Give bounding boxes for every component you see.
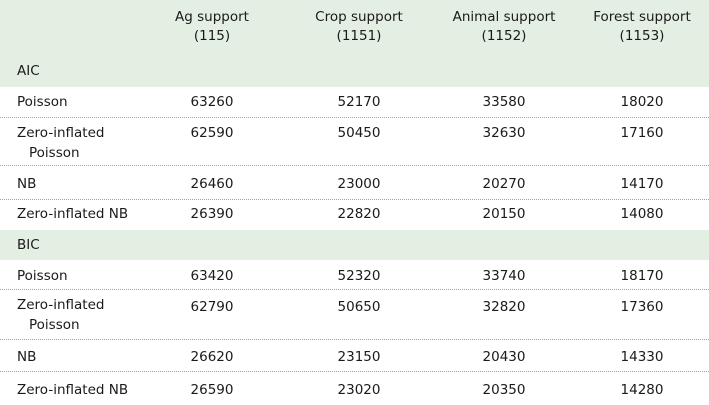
- table-cell: 63420: [190, 268, 234, 284]
- table-row: NB 26460 23000 20270 14170: [0, 166, 709, 200]
- table-cell: 20350: [482, 382, 526, 398]
- table-cell: 52170: [337, 94, 381, 110]
- section-label: BIC: [17, 237, 40, 253]
- table-cell: 20270: [482, 176, 526, 192]
- table-cell: 26620: [190, 349, 234, 365]
- table-cell: 33740: [482, 268, 526, 284]
- table-row: Zero-inflated NB 26390 22820 20150 14080: [0, 200, 709, 230]
- table-cell: 62590: [190, 125, 234, 141]
- table-cell: 17160: [620, 125, 664, 141]
- column-header-name: Animal support: [452, 9, 556, 25]
- row-label: Zero-inflated NB: [17, 382, 129, 398]
- table-cell: 63260: [190, 94, 234, 110]
- column-header-animal-support: Animal support (1152): [433, 8, 575, 46]
- row-label-line2: Poisson: [29, 317, 80, 333]
- table-row: Zero-inflated Poisson 62790 50650 32820 …: [0, 290, 709, 340]
- table-cell: 62790: [190, 299, 234, 315]
- table-cell: 26590: [190, 382, 234, 398]
- row-label: NB: [17, 349, 37, 365]
- table-cell: 50450: [337, 125, 381, 141]
- row-label: Zero-inflated Poisson: [17, 295, 104, 335]
- table-row: Zero-inflated Poisson 62590 50450 32630 …: [0, 118, 709, 166]
- table-cell: 32630: [482, 125, 526, 141]
- section-row-bic: BIC: [0, 230, 709, 260]
- table-cell: 22820: [337, 206, 381, 222]
- section-label: AIC: [17, 63, 40, 79]
- column-header-forest-support: Forest support (1153): [575, 8, 709, 46]
- column-header-name: Ag support: [175, 9, 249, 25]
- row-label: Zero-inflated NB: [17, 206, 129, 222]
- column-header-code: (115): [193, 28, 231, 44]
- table-cell: 20150: [482, 206, 526, 222]
- table-row: Poisson 63260 52170 33580 18020: [0, 87, 709, 118]
- column-header-ag-support: Ag support (115): [139, 8, 285, 46]
- table-cell: 26390: [190, 206, 234, 222]
- column-header-code: (1152): [481, 28, 527, 44]
- table-cell: 23150: [337, 349, 381, 365]
- table-cell: 14330: [620, 349, 664, 365]
- table-header: Ag support (115) Crop support (1151) Ani…: [0, 0, 709, 53]
- table-cell: 32820: [482, 299, 526, 315]
- row-label-line1: Zero-inflated: [17, 297, 105, 313]
- column-header-name: Forest support: [593, 9, 691, 25]
- table-row: NB 26620 23150 20430 14330: [0, 340, 709, 372]
- column-header-code: (1151): [336, 28, 382, 44]
- column-header-code: (1153): [619, 28, 665, 44]
- column-header-crop-support: Crop support (1151): [285, 8, 433, 46]
- row-label-line2: Poisson: [29, 145, 80, 161]
- table-cell: 26460: [190, 176, 234, 192]
- table-cell: 17360: [620, 299, 664, 315]
- row-label: Zero-inflated Poisson: [17, 123, 104, 163]
- table-cell: 50650: [337, 299, 381, 315]
- table-row: Zero-inflated NB 26590 23020 20350 14280: [0, 372, 709, 405]
- table-cell: 33580: [482, 94, 526, 110]
- row-label: Poisson: [17, 94, 68, 110]
- section-row-aic: AIC: [0, 53, 709, 87]
- table-cell: 14170: [620, 176, 664, 192]
- table-cell: 14280: [620, 382, 664, 398]
- table-cell: 18020: [620, 94, 664, 110]
- table-cell: 23000: [337, 176, 381, 192]
- table-cell: 18170: [620, 268, 664, 284]
- row-label-line1: Zero-inflated: [17, 125, 105, 141]
- table-cell: 23020: [337, 382, 381, 398]
- row-label: NB: [17, 176, 37, 192]
- column-header-name: Crop support: [315, 9, 403, 25]
- table-row: Poisson 63420 52320 33740 18170: [0, 260, 709, 290]
- row-label: Poisson: [17, 268, 68, 284]
- table-cell: 52320: [337, 268, 381, 284]
- table-cell: 20430: [482, 349, 526, 365]
- table-cell: 14080: [620, 206, 664, 222]
